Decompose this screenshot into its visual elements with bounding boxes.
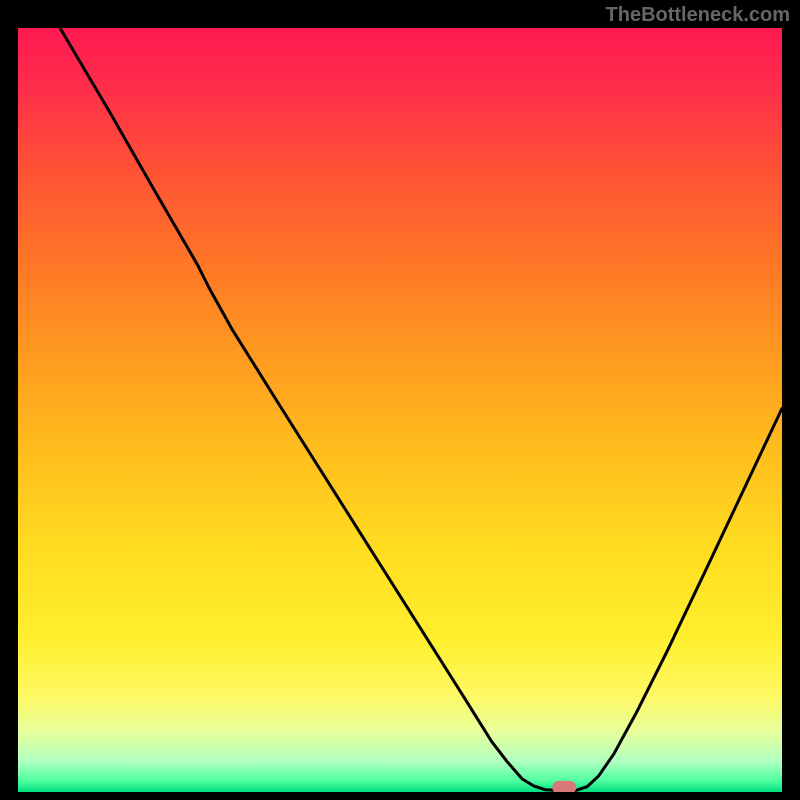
optimal-marker (552, 781, 576, 792)
watermark-text: TheBottleneck.com (606, 4, 790, 27)
chart-svg (18, 28, 782, 792)
bottleneck-chart (18, 28, 782, 792)
chart-background (18, 28, 782, 792)
